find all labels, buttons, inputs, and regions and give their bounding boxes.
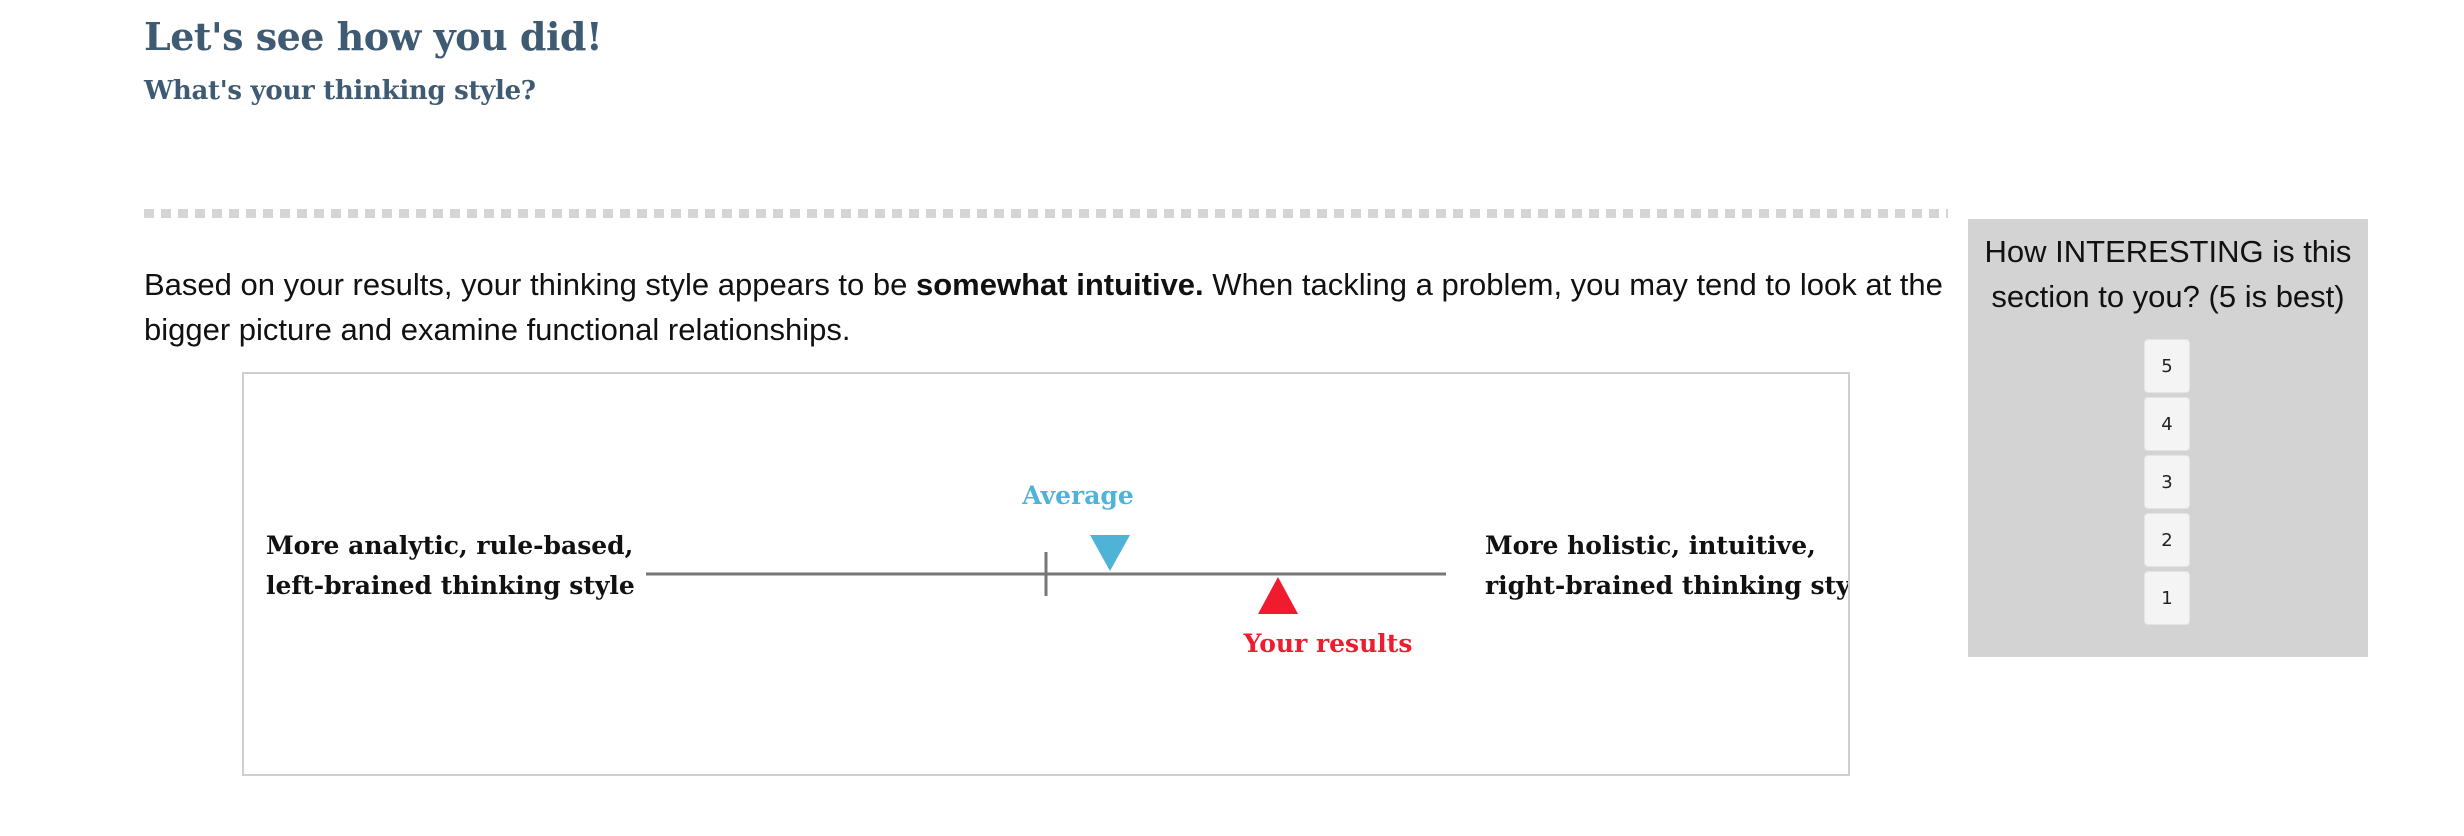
left-label-line1: More analytic, rule-based, [266,531,633,560]
rating-question: How INTERESTING is this section to you? … [1984,234,2352,314]
result-emphasis: somewhat intuitive. [916,267,1204,302]
result-text-before: Based on your results, your thinking sty… [144,267,916,302]
page-subtitle: What's your thinking style? [144,76,536,106]
right-label-line1: More holistic, intuitive, [1485,531,1816,560]
average-label: Average [1021,481,1134,510]
rating-option-5[interactable]: 5 [2144,339,2190,393]
thinking-style-scale-graphic: More analytic, rule-based, left-brained … [266,481,1848,658]
rating-option-1[interactable]: 1 [2144,571,2190,625]
page-title: Let's see how you did! [144,14,603,59]
rating-option-3[interactable]: 3 [2144,455,2190,509]
section-divider [144,209,1948,218]
left-label-line2: left-brained thinking style [266,571,635,600]
result-text-after: When tackling a problem, you may tend to… [144,267,1943,347]
your-results-label: Your results [1243,629,1413,658]
thinking-style-scale: More analytic, rule-based, left-brained … [242,372,1850,776]
rating-option-2[interactable]: 2 [2144,513,2190,567]
rating-option-4[interactable]: 4 [2144,397,2190,451]
average-marker [1090,535,1130,571]
your-results-marker [1258,577,1298,614]
result-description: Based on your results, your thinking sty… [144,262,1954,352]
interest-rating-panel: How INTERESTING is this section to you? … [1968,219,2368,657]
right-label-line2: right-brained thinking style [1485,571,1848,600]
